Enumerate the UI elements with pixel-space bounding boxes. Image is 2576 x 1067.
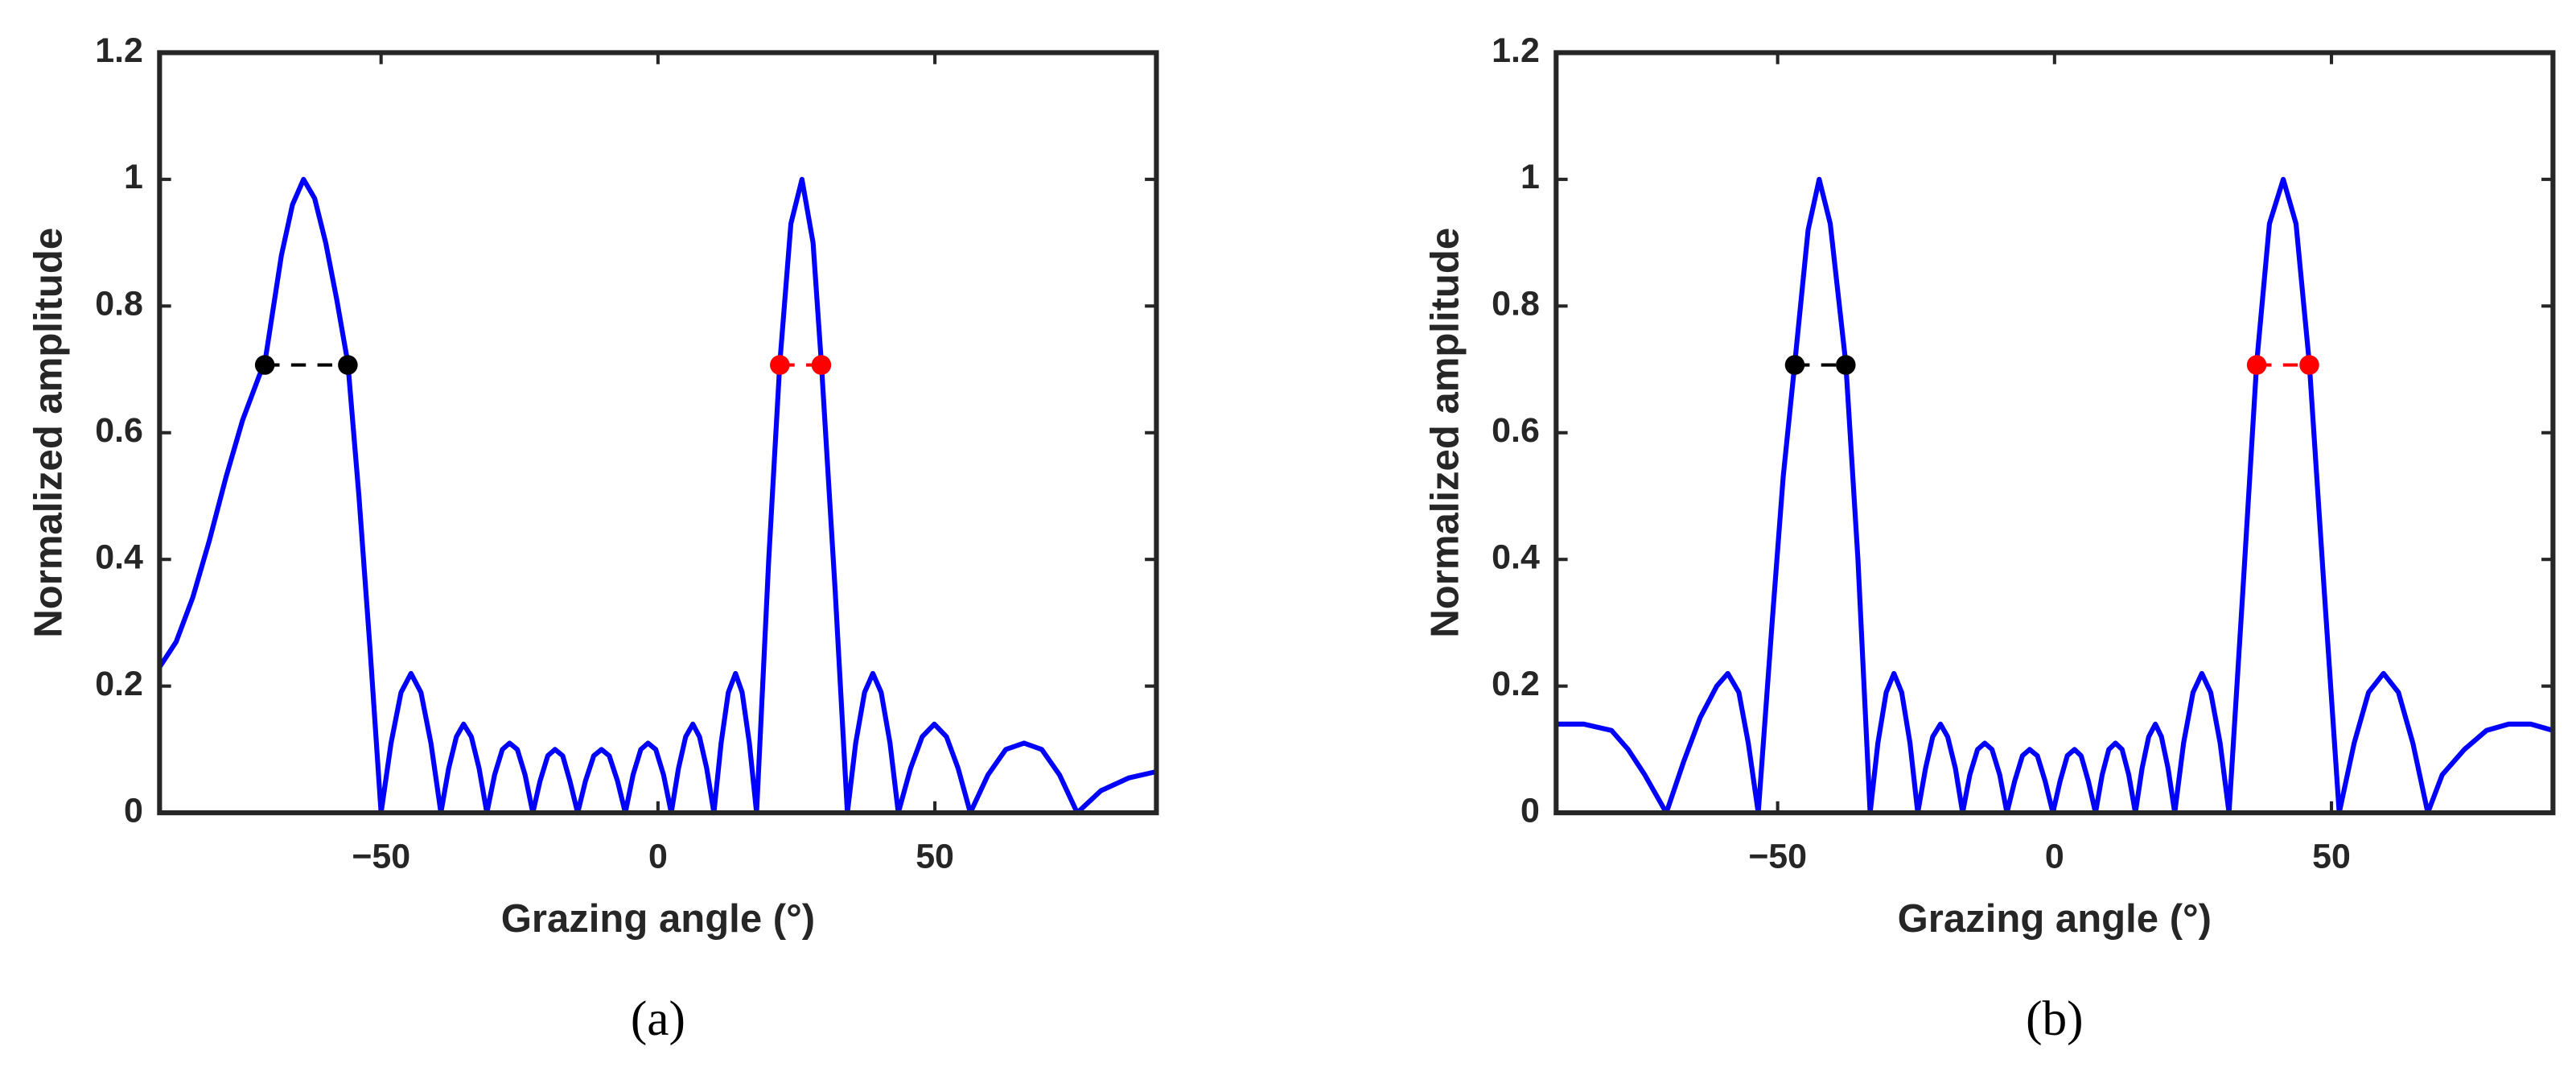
y-axis-label: Normalized amplitude: [1423, 228, 1467, 638]
marker-point: [2299, 355, 2319, 375]
x-tick-label: 50: [2312, 838, 2351, 876]
marker-point: [2246, 355, 2267, 375]
caption: (b): [2026, 991, 2084, 1046]
x-tick-label: 0: [2045, 838, 2064, 876]
y-tick-label: 0.8: [1492, 285, 1540, 323]
series-line: [1556, 176, 2554, 816]
y-tick-label: 1.2: [1492, 31, 1540, 70]
subplot: 0 0.2 0.4 0.6 0.8 1 1.2 −50 0 50 Grazing angle (°)…: [27, 31, 1159, 1046]
y-tick-label: 1.2: [95, 31, 143, 70]
marker-point: [811, 355, 832, 375]
y-tick-label: 0.2: [95, 665, 143, 703]
y-tick-label: 1: [124, 158, 143, 196]
y-tick-label: 0: [1520, 791, 1540, 830]
y-tick-label: 0: [124, 791, 143, 830]
y-axis-label: Normalized amplitude: [27, 228, 70, 638]
y-tick-label: 0.6: [1492, 411, 1540, 450]
marker-point: [1784, 355, 1805, 375]
marker-point: [770, 355, 790, 375]
axes-box: [1553, 50, 2556, 816]
axes-box: [157, 50, 1159, 816]
caption: (a): [631, 991, 685, 1046]
x-tick-label: −50: [1748, 838, 1807, 876]
x-tick-label: 50: [916, 838, 954, 876]
y-tick-label: 0.6: [95, 411, 143, 450]
subplot: 0 0.2 0.4 0.6 0.8 1 1.2 −50 0 50 Grazing angle (°)…: [1423, 31, 2556, 1046]
x-axis-label: Grazing angle (°): [1898, 897, 2212, 941]
y-tick-label: 1: [1520, 158, 1540, 196]
x-tick-label: 0: [648, 838, 668, 876]
y-tick-label: 0.4: [95, 538, 143, 577]
marker-point: [1836, 355, 1856, 375]
marker-point: [338, 355, 358, 375]
x-axis-label: Grazing angle (°): [501, 897, 815, 941]
series-line: [157, 176, 1158, 816]
y-tick-label: 0.8: [95, 285, 143, 323]
x-tick-label: −50: [352, 838, 410, 876]
y-tick-label: 0.2: [1492, 665, 1540, 703]
y-tick-label: 0.4: [1492, 538, 1540, 577]
marker-point: [254, 355, 275, 375]
